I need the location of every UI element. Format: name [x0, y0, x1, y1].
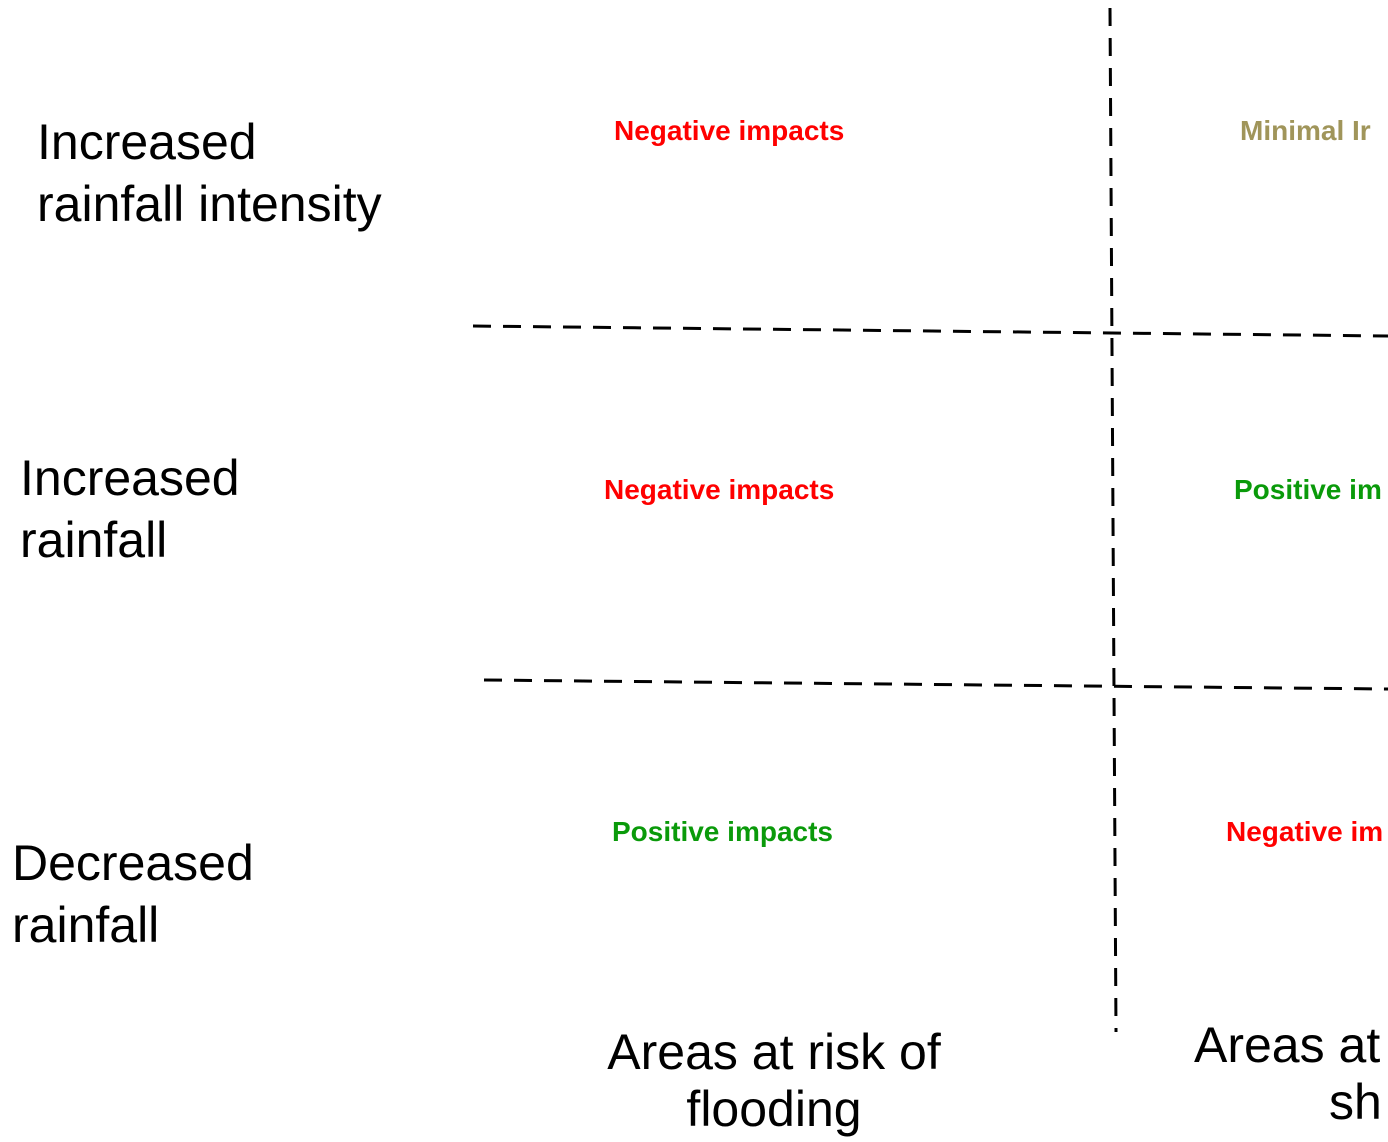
- cell-impact-r3-c1: Positive impacts: [612, 816, 833, 847]
- column-label-line: flooding: [686, 1081, 862, 1137]
- horizontal-divider-top: [472, 324, 1388, 338]
- row-label-line: Increased: [20, 450, 240, 506]
- vertical-divider: [1108, 7, 1118, 1033]
- row-label-line: rainfall: [12, 897, 160, 953]
- row-label-decreased-rainfall: Decreased rainfall: [12, 832, 254, 956]
- cell-impact-r2-c2: Positive im: [1234, 474, 1382, 505]
- row-label-line: Increased: [37, 114, 257, 170]
- horizontal-divider-bottom: [483, 678, 1388, 691]
- row-label-line: Decreased: [12, 835, 254, 891]
- cell-impact-r3-c2: Negative im: [1226, 816, 1384, 847]
- column-label-flooding: Areas at risk of flooding: [574, 1024, 974, 1138]
- column-label-line: sh: [1329, 1074, 1382, 1130]
- cell-impact-r2-c1: Negative impacts: [604, 474, 835, 505]
- cell-impact-r1-c1: Negative impacts: [614, 115, 845, 146]
- row-label-line: rainfall intensity: [37, 176, 382, 232]
- cell-impact-r1-c2: Minimal Ir: [1240, 115, 1371, 146]
- column-label-line: Areas at risk of: [607, 1024, 941, 1080]
- row-label-increased-rainfall: Increased rainfall: [20, 447, 240, 571]
- column-label-line: Areas at: [1194, 1017, 1381, 1073]
- column-label-shortage: Areas at sh: [1194, 1017, 1382, 1131]
- row-label-line: rainfall: [20, 512, 168, 568]
- row-label-increased-intensity: Increased rainfall intensity: [37, 111, 382, 235]
